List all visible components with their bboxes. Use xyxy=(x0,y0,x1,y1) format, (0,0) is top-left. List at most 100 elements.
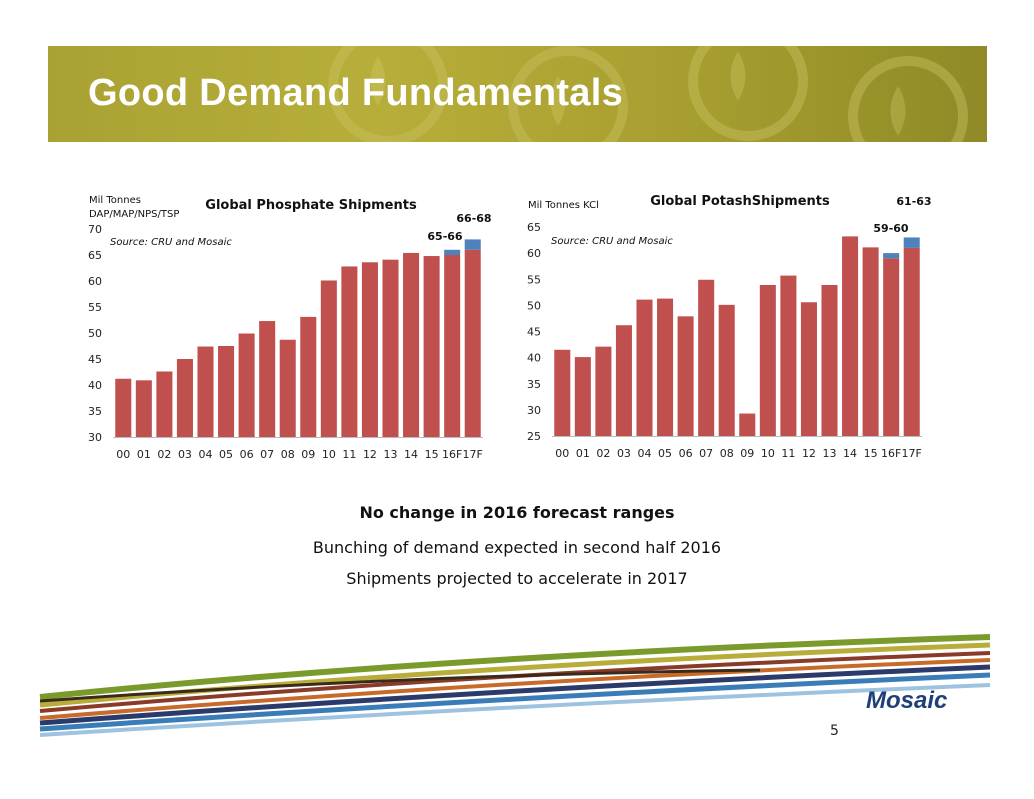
x-tick-label: 16F xyxy=(881,447,901,460)
bar-02 xyxy=(595,346,612,436)
bar-02 xyxy=(156,371,173,437)
x-tick-label: 05 xyxy=(658,447,672,460)
bar-03 xyxy=(176,359,193,437)
banner-pattern xyxy=(328,46,968,142)
x-tick-label: 04 xyxy=(638,447,652,460)
x-tick-label: 02 xyxy=(157,448,171,461)
decorative-swooshes xyxy=(39,634,991,737)
bar-11 xyxy=(341,266,358,437)
y-tick-label: 35 xyxy=(527,378,541,391)
x-tick-label: 17F xyxy=(902,447,922,460)
bar-00 xyxy=(554,349,571,436)
x-tick-label: 08 xyxy=(720,447,734,460)
caption-line-1: Bunching of demand expected in second ha… xyxy=(312,538,722,557)
x-tick-label: 16F xyxy=(442,448,462,461)
title-banner: Good Demand Fundamentals xyxy=(48,46,987,142)
x-tick-label: 01 xyxy=(137,448,151,461)
x-tick-label: 00 xyxy=(555,447,569,460)
y-tick-label: 50 xyxy=(527,299,541,312)
x-tick-label: 09 xyxy=(740,447,754,460)
x-tick-label: 10 xyxy=(761,447,775,460)
y-tick-label: 30 xyxy=(527,404,541,417)
bar-17F xyxy=(464,249,481,437)
x-tick-label: 08 xyxy=(281,448,295,461)
y-tick-label: 65 xyxy=(88,249,102,262)
y-tick-label: 60 xyxy=(88,275,102,288)
x-tick-label: 06 xyxy=(240,448,254,461)
x-tick-label: 15 xyxy=(864,447,878,460)
logo-text: Mosaic xyxy=(866,687,947,714)
bar-15 xyxy=(423,256,440,437)
forecast-range-16F xyxy=(444,249,461,255)
forecast-range-17F xyxy=(903,237,920,248)
x-tick-label: 01 xyxy=(576,447,590,460)
bar-01 xyxy=(135,380,152,437)
x-tick-label: 03 xyxy=(617,447,631,460)
y-tick-label: 65 xyxy=(527,221,541,234)
y-axis-label: Mil Tonnes xyxy=(89,195,141,206)
page-number: 5 xyxy=(830,723,839,739)
source-note: Source: CRU and Mosaic xyxy=(110,237,232,248)
forecast-range-17F xyxy=(464,239,481,250)
source-note: Source: CRU and Mosaic xyxy=(551,236,673,247)
x-tick-label: 05 xyxy=(219,448,233,461)
y-tick-label: 55 xyxy=(527,273,541,286)
bar-06 xyxy=(238,333,255,437)
annotation-16F: 59-60 xyxy=(873,222,909,235)
x-tick-label: 14 xyxy=(404,448,418,461)
chart-title: Global PotashShipments xyxy=(650,194,830,209)
bar-11 xyxy=(780,275,797,436)
bar-15 xyxy=(862,247,879,436)
x-tick-label: 10 xyxy=(322,448,336,461)
x-tick-label: 15 xyxy=(425,448,439,461)
mosaic-logo: Mosaic xyxy=(866,687,947,714)
x-tick-label: 17F xyxy=(463,448,483,461)
bar-07 xyxy=(259,321,276,437)
bar-17F xyxy=(903,247,920,436)
bar-07 xyxy=(698,279,715,436)
bar-13 xyxy=(382,259,399,437)
x-tick-label: 07 xyxy=(699,447,713,460)
y-tick-label: 55 xyxy=(88,301,102,314)
x-tick-label: 14 xyxy=(843,447,857,460)
x-tick-label: 06 xyxy=(679,447,693,460)
bar-16F xyxy=(883,258,900,436)
y-axis-label-line-2: DAP/MAP/NPS/TSP xyxy=(89,209,179,220)
caption-headline: No change in 2016 forecast ranges xyxy=(359,503,675,522)
x-tick-label: 02 xyxy=(596,447,610,460)
bar-04 xyxy=(636,299,653,436)
bar-12 xyxy=(800,302,817,436)
x-tick-label: 11 xyxy=(342,448,356,461)
x-tick-label: 03 xyxy=(178,448,192,461)
y-tick-label: 30 xyxy=(88,431,102,444)
x-tick-label: 09 xyxy=(301,448,315,461)
y-tick-label: 45 xyxy=(527,326,541,339)
annotation-17F: 61-63 xyxy=(896,195,931,208)
x-tick-label: 13 xyxy=(384,448,398,461)
y-tick-label: 40 xyxy=(88,379,102,392)
x-tick-label: 11 xyxy=(781,447,795,460)
y-axis-label: Mil Tonnes KCl xyxy=(528,200,599,211)
y-tick-label: 45 xyxy=(88,353,102,366)
bar-01 xyxy=(574,357,591,436)
y-tick-label: 60 xyxy=(527,247,541,260)
y-tick-label: 70 xyxy=(88,223,102,236)
y-tick-label: 25 xyxy=(527,430,541,443)
slide-title: Good Demand Fundamentals xyxy=(88,72,624,114)
bar-16F xyxy=(444,255,461,437)
forecast-range-16F xyxy=(883,253,900,259)
y-tick-label: 35 xyxy=(88,405,102,418)
chart-title: Global Phosphate Shipments xyxy=(205,198,417,213)
bar-09 xyxy=(300,316,317,437)
x-tick-label: 04 xyxy=(199,448,213,461)
bar-10 xyxy=(759,284,776,436)
y-tick-label: 50 xyxy=(88,327,102,340)
x-tick-label: 07 xyxy=(260,448,274,461)
bar-06 xyxy=(677,316,694,436)
bar-08 xyxy=(279,339,296,437)
bar-03 xyxy=(615,325,632,436)
bar-05 xyxy=(218,346,235,437)
bar-12 xyxy=(361,262,378,437)
bar-00 xyxy=(115,378,132,437)
